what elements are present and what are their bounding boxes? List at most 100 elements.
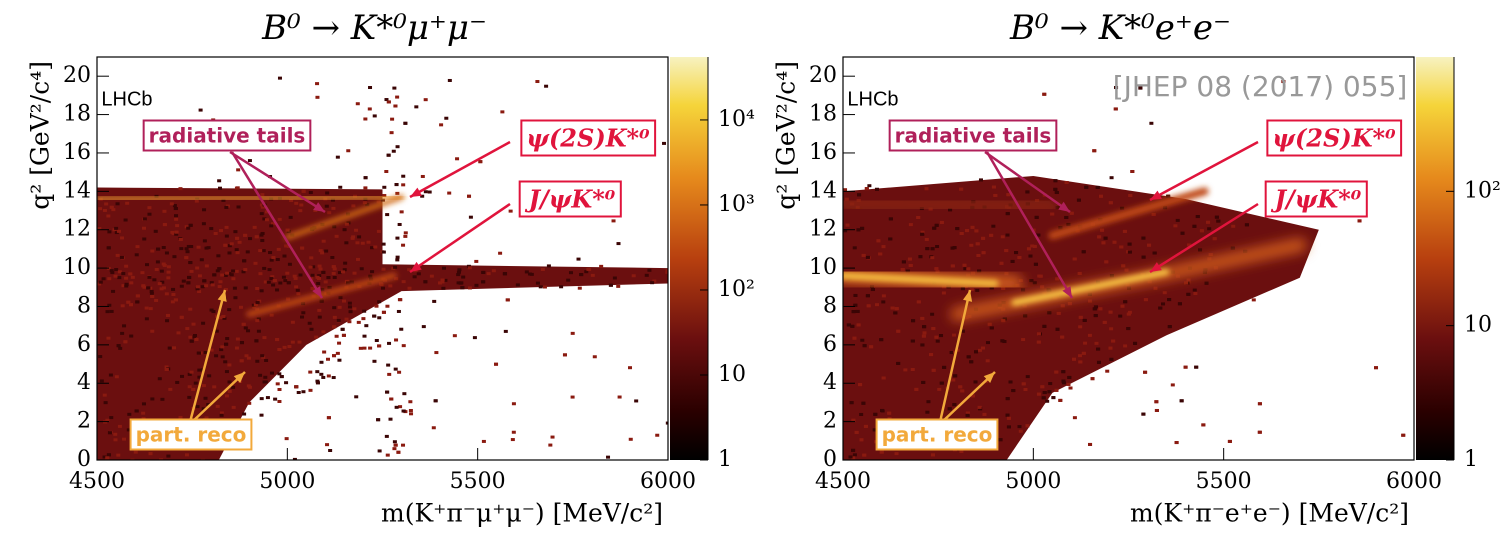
density-cell	[373, 245, 378, 249]
y-tick-label: 12	[809, 217, 837, 242]
density-cell	[617, 395, 622, 399]
density-cell	[1127, 242, 1132, 246]
density-cell	[315, 381, 320, 385]
density-cell	[1126, 312, 1131, 316]
density-cell	[1108, 201, 1113, 205]
density-cell	[197, 368, 202, 372]
density-cell	[875, 303, 880, 307]
arrow	[229, 150, 326, 214]
density-cell	[546, 264, 551, 268]
density-cell	[98, 207, 103, 211]
density-cell	[1014, 251, 1019, 255]
density-cell	[368, 346, 373, 350]
chart-title: B⁰ → K*⁰μ⁺μ⁻	[261, 8, 487, 48]
density-cell	[1192, 288, 1197, 292]
density-cell	[1058, 398, 1063, 402]
density-cell	[148, 307, 153, 311]
y-tick-label: 4	[77, 370, 91, 395]
density-cell	[377, 344, 382, 348]
density-cell	[503, 329, 508, 333]
density-cell	[184, 247, 189, 251]
density-cell	[174, 214, 179, 218]
density-cell	[441, 286, 446, 290]
density-cell	[1103, 236, 1108, 240]
density-cell	[269, 224, 274, 228]
density-cell	[254, 235, 259, 239]
density-cell	[360, 241, 365, 245]
density-cell	[1108, 346, 1113, 350]
density-cell	[107, 303, 112, 307]
density-cell	[191, 322, 196, 326]
density-cell	[441, 266, 446, 270]
density-cell	[1123, 300, 1128, 304]
plot-frame	[96, 56, 669, 461]
density-cell	[244, 354, 249, 358]
density-cell	[120, 331, 125, 335]
density-cell	[1119, 245, 1124, 249]
density-cell	[592, 355, 597, 359]
density-cell	[315, 95, 320, 99]
annotation: J/ψK*⁰	[525, 185, 616, 214]
density-cell	[851, 456, 856, 460]
density-cell	[277, 348, 282, 352]
density-cell	[991, 185, 996, 189]
density-cell	[634, 399, 639, 403]
density-cell	[321, 375, 326, 379]
density-cell	[114, 268, 119, 272]
density-cell	[452, 334, 457, 338]
density-cell	[235, 236, 240, 240]
density-cell	[106, 214, 111, 218]
density-cell	[209, 227, 214, 231]
density-cell	[174, 230, 179, 234]
density-cell	[150, 329, 155, 333]
density-cell	[269, 371, 274, 375]
density-cell	[118, 346, 123, 350]
density-cell	[941, 291, 946, 295]
density-cell	[1093, 314, 1098, 318]
density-cell	[298, 209, 303, 213]
density-cell	[1126, 327, 1131, 331]
density-cell	[1192, 224, 1197, 228]
density-cell	[1109, 176, 1114, 180]
density-cell	[350, 236, 355, 240]
density-cell	[368, 86, 373, 90]
density-cell	[403, 121, 408, 125]
density-cell	[157, 282, 162, 286]
density-cell	[538, 285, 543, 289]
density-cell	[354, 395, 359, 399]
plot-frame	[842, 56, 1415, 461]
density-cell	[1025, 190, 1030, 194]
density-cell	[187, 372, 192, 376]
density-cell	[175, 224, 180, 228]
density-cell	[195, 266, 200, 270]
density-cell	[296, 292, 301, 296]
density-cell	[974, 229, 979, 233]
density-cell	[535, 80, 540, 84]
density-cell	[1060, 304, 1065, 308]
density-cell	[331, 265, 336, 269]
density-cell	[874, 187, 879, 191]
density-cell	[129, 281, 134, 285]
density-cell	[1050, 212, 1055, 216]
density-cell	[1068, 386, 1073, 390]
density-cell	[179, 247, 184, 251]
density-cell	[468, 215, 473, 219]
density-cell	[474, 259, 479, 263]
density-cell	[1001, 319, 1006, 323]
density-cell	[856, 228, 861, 232]
density-cell	[608, 283, 613, 287]
density-cell	[1005, 212, 1010, 216]
density-cell	[953, 374, 958, 378]
density-cell	[219, 348, 224, 352]
density-cell	[271, 283, 276, 287]
density-cell	[966, 355, 971, 359]
density-cell	[939, 334, 944, 338]
density-cell	[196, 245, 201, 249]
density-cell	[959, 450, 964, 454]
density-cell	[1047, 311, 1052, 315]
density-cell	[542, 285, 547, 289]
density-cell	[544, 84, 549, 88]
density-cell	[867, 184, 872, 188]
density-cell	[478, 160, 483, 164]
density-cell	[1121, 264, 1126, 268]
